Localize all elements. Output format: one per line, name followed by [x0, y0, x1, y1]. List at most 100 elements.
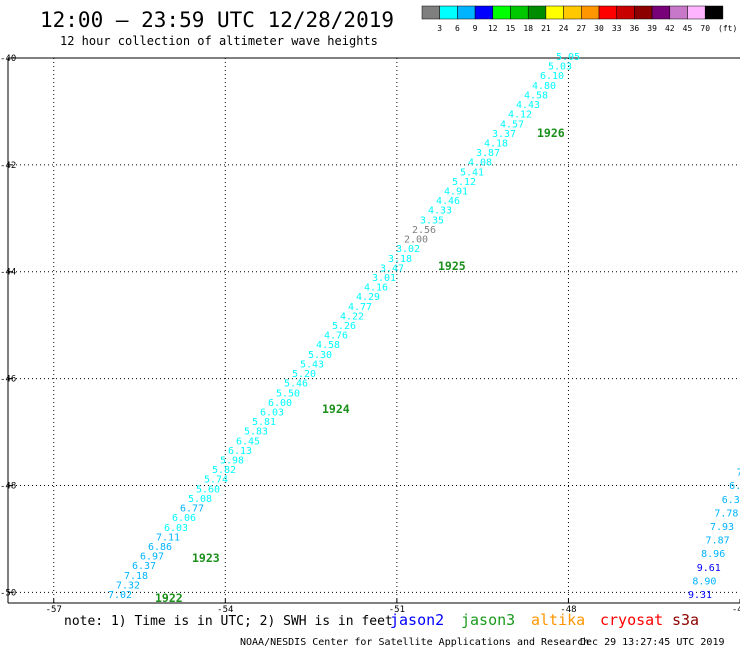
- units-note: note: 1) Time is in UTC; 2) SWH is in fe…: [64, 614, 393, 629]
- wave-height-points: 5.055.036.104.804.584.434.124.573.374.18…: [108, 52, 740, 601]
- color-swatch: [545, 5, 564, 20]
- wave-height-label: 4.80: [532, 81, 556, 92]
- color-swatch: [669, 5, 688, 20]
- wave-height-label: 5.30: [308, 350, 332, 361]
- wave-height-label: 5.60: [196, 484, 220, 495]
- wave-height-label: 3.35: [420, 215, 444, 226]
- color-swatch: [634, 5, 653, 20]
- x-tick-label: -57: [46, 605, 62, 615]
- color-scale-label: 30: [594, 24, 604, 33]
- wave-height-label: 4.91: [444, 187, 468, 198]
- mission-label: jason3: [461, 611, 515, 629]
- color-scale-unit: (ft): [718, 24, 737, 33]
- y-tick-label: -42: [0, 161, 16, 171]
- wave-height-label: 4.22: [340, 311, 364, 322]
- wave-height-label: 4.77: [348, 302, 372, 313]
- x-tick-label: -51: [389, 605, 405, 615]
- y-tick-label: -44: [0, 268, 16, 278]
- color-swatch: [616, 5, 635, 20]
- wave-height-label: 4.12: [508, 110, 532, 121]
- wave-height-label: 4.57: [500, 119, 524, 130]
- wave-height-label: 3.18: [388, 254, 412, 265]
- wave-height-label: 6.86: [148, 542, 172, 553]
- color-swatch: [510, 5, 529, 20]
- wave-height-label: 5.82: [212, 465, 236, 476]
- wave-height-label: 3.02: [396, 244, 420, 255]
- time-label: 1923: [192, 551, 220, 565]
- wave-height-label: 6.13: [228, 446, 252, 457]
- wave-height-label: 6.45: [236, 436, 260, 447]
- time-label: 1922: [155, 591, 183, 605]
- color-swatch: [704, 5, 724, 20]
- color-swatch: [457, 5, 476, 20]
- wave-height-label: 2.00: [404, 235, 428, 246]
- wave-height-label: 8.96: [701, 549, 725, 560]
- color-scale-label: 39: [647, 24, 657, 33]
- color-swatch: [474, 5, 494, 20]
- color-scale-label: 70: [700, 24, 710, 33]
- color-swatch: [492, 5, 511, 20]
- color-swatch: [563, 5, 582, 20]
- wave-height-label: 2.56: [412, 225, 436, 236]
- wave-height-label: 5.03: [548, 62, 572, 73]
- wave-height-label: 6.97: [140, 552, 164, 563]
- footer-credit: NOAA/NESDIS Center for Satellite Applica…: [240, 637, 589, 648]
- wave-height-label: 5.50: [276, 388, 300, 399]
- x-tick-label: -45: [732, 605, 740, 615]
- time-label: 1925: [438, 259, 466, 273]
- color-swatch: [527, 5, 547, 20]
- mission-legend: jason2 jason3 altika cryosat s3a: [390, 611, 699, 629]
- wave-height-label: 7.93: [710, 522, 734, 533]
- y-tick-label: -48: [0, 481, 16, 491]
- color-scale-legend: 3 6 9 12 15 18 21 24 27 30 33 36 39 42 45 70 (ft): [421, 5, 737, 33]
- color-scale-label: 21: [541, 24, 551, 33]
- wave-height-label: 4.46: [436, 196, 460, 207]
- mission-label: s3a: [672, 611, 699, 629]
- wave-height-label: 4.16: [364, 283, 388, 294]
- wave-height-label: 6.06: [172, 513, 196, 524]
- wave-height-label: 3.37: [492, 129, 516, 140]
- wave-height-label: 7.11: [156, 532, 180, 543]
- wave-height-label: 7.02: [108, 590, 132, 601]
- wave-height-label: 7.18: [124, 571, 148, 582]
- color-scale-label: 6: [455, 24, 460, 33]
- wave-height-label: 6.77: [180, 504, 204, 515]
- color-scale-label: 3: [437, 24, 442, 33]
- y-tick-label: -46: [0, 375, 16, 385]
- x-tick-label: -54: [217, 605, 233, 615]
- wave-height-label: 5.81: [252, 417, 276, 428]
- wave-height-label: 4.43: [516, 100, 540, 111]
- wave-height-label: 5.41: [460, 167, 484, 178]
- color-scale-label: 15: [506, 24, 516, 33]
- time-labels: 1926 1925 1924 1923 1922: [155, 126, 565, 605]
- wave-height-label: 6.03: [260, 407, 284, 418]
- chart-subtitle: 12 hour collection of altimeter wave hei…: [60, 34, 378, 48]
- color-scale-label: 12: [488, 24, 498, 33]
- wave-height-label: 6.3: [722, 495, 740, 506]
- wave-height-label: 7.87: [706, 536, 730, 547]
- color-scale-label: 9: [473, 24, 478, 33]
- wave-height-label: 6.37: [132, 561, 156, 572]
- wave-height-label: 7.32: [116, 580, 140, 591]
- wave-height-label: 5.05: [556, 52, 580, 63]
- color-swatch: [687, 5, 706, 20]
- color-scale-label: 42: [665, 24, 675, 33]
- wave-height-label: 4.08: [468, 158, 492, 169]
- wave-height-label: 5.08: [188, 494, 212, 505]
- mission-label: jason2: [390, 611, 444, 629]
- wave-height-label: 5.83: [244, 427, 268, 438]
- color-swatch: [598, 5, 617, 20]
- wave-height-label: 5.98: [220, 456, 244, 467]
- color-scale-label: 18: [523, 24, 533, 33]
- wave-height-label: 5.26: [332, 321, 356, 332]
- color-swatch: [439, 5, 458, 20]
- color-scale-label: 27: [576, 24, 586, 33]
- wave-height-label: 3.01: [372, 273, 396, 284]
- time-label: 1924: [322, 402, 350, 416]
- x-tick-label: -48: [560, 605, 576, 615]
- wave-height-label: 4.76: [324, 331, 348, 342]
- wave-height-label: 3.87: [476, 148, 500, 159]
- wave-height-label: 5.43: [300, 359, 324, 370]
- wave-height-label: 5.46: [284, 379, 308, 390]
